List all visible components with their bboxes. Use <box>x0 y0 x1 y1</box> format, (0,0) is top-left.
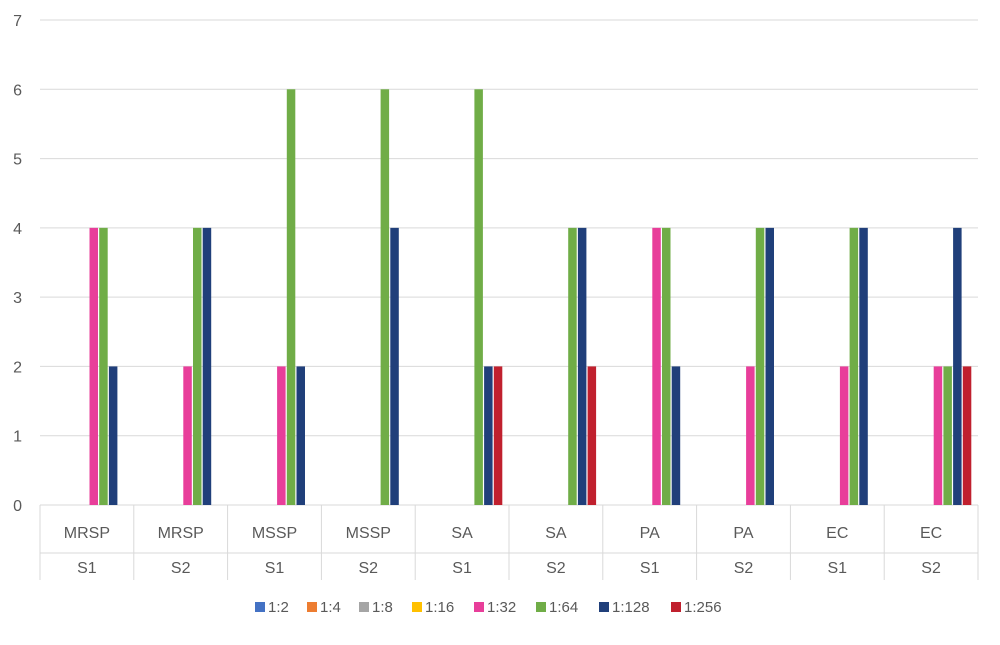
category-label: EC <box>826 525 848 542</box>
category-sublabel: S1 <box>77 560 97 577</box>
bar <box>652 227 661 505</box>
legend-label: 1:2 <box>268 599 289 616</box>
bar <box>286 89 296 506</box>
legend-swatch <box>255 602 265 612</box>
y-tick-label: 0 <box>13 498 22 515</box>
legend-swatch <box>536 602 546 612</box>
bar <box>108 366 118 505</box>
category-label: SA <box>545 525 567 542</box>
bar <box>839 366 849 505</box>
bar <box>390 227 399 505</box>
bar <box>89 227 98 505</box>
legend-swatch <box>307 602 317 612</box>
legend-swatch <box>359 602 369 612</box>
category-label: MSSP <box>346 525 391 542</box>
category-label: MRSP <box>64 525 110 542</box>
legend-label: 1:256 <box>684 599 722 616</box>
bar <box>662 227 671 505</box>
category-label: PA <box>733 525 753 542</box>
y-tick-label: 5 <box>13 152 22 169</box>
y-tick-label: 6 <box>13 82 22 99</box>
legend-swatch <box>474 602 484 612</box>
legend-label: 1:32 <box>487 599 516 616</box>
bar <box>493 366 503 505</box>
category-sublabel: S2 <box>921 560 941 577</box>
category-sublabel: S1 <box>828 560 848 577</box>
bar <box>953 227 962 505</box>
legend-label: 1:64 <box>549 599 578 616</box>
bar <box>587 366 597 505</box>
bar <box>277 366 286 505</box>
category-label: SA <box>451 525 473 542</box>
legend-swatch <box>671 602 681 612</box>
bar <box>99 227 108 505</box>
bar <box>859 227 868 505</box>
category-sublabel: S1 <box>640 560 660 577</box>
category-sublabel: S1 <box>452 560 472 577</box>
bar <box>933 366 943 505</box>
legend-label: 1:4 <box>320 599 341 616</box>
bar <box>484 366 493 505</box>
bar <box>183 366 192 505</box>
bar <box>380 89 390 506</box>
category-label: PA <box>640 525 660 542</box>
category-sublabel: S2 <box>359 560 379 577</box>
legend-label: 1:8 <box>372 599 393 616</box>
category-label: EC <box>920 525 942 542</box>
category-label: MRSP <box>158 525 204 542</box>
legend-swatch <box>412 602 422 612</box>
legend-label: 1:128 <box>612 599 650 616</box>
bar <box>193 227 202 505</box>
category-sublabel: S2 <box>546 560 566 577</box>
bar <box>671 366 681 505</box>
y-tick-label: 2 <box>13 359 22 376</box>
category-sublabel: S2 <box>734 560 754 577</box>
category-sublabel: S1 <box>265 560 285 577</box>
bar <box>962 366 972 505</box>
bar <box>202 227 212 505</box>
bar <box>296 366 305 505</box>
category-sublabel: S2 <box>171 560 191 577</box>
bar <box>849 227 859 505</box>
bar <box>474 89 483 506</box>
y-tick-label: 7 <box>13 13 22 30</box>
y-tick-label: 3 <box>13 290 22 307</box>
bar <box>568 227 577 505</box>
bar <box>765 227 774 505</box>
bar <box>943 366 952 505</box>
bar <box>755 227 765 505</box>
legend-swatch <box>599 602 609 612</box>
legend-label: 1:16 <box>425 599 454 616</box>
bar <box>746 366 755 505</box>
y-tick-label: 4 <box>13 221 22 238</box>
y-tick-label: 1 <box>13 429 22 446</box>
category-label: MSSP <box>252 525 297 542</box>
bar <box>577 227 587 505</box>
